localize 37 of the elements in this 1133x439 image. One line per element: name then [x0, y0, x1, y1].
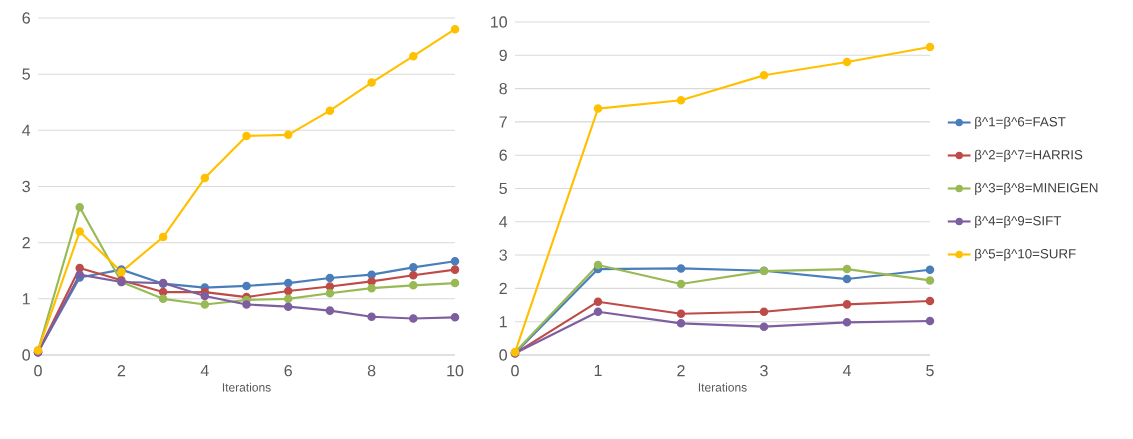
y-tick-label: 8 [499, 82, 507, 95]
legend-label: β^3=β^8=MINEIGEN [975, 182, 1098, 196]
x-tick-label: 4 [200, 365, 209, 377]
x-axis-title: Iterations [698, 382, 747, 392]
x-tick-label: 0 [34, 365, 42, 377]
x-tick-label: 4 [842, 365, 851, 377]
x-tick-label: 10 [447, 365, 464, 377]
y-tick-label: 4 [22, 124, 31, 136]
y-tick-label: 1 [22, 293, 30, 305]
x-tick-label: 0 [511, 365, 519, 377]
legend-label: β^1=β^6=FAST [975, 116, 1066, 130]
x-tick-label: 3 [760, 365, 768, 377]
y-tick-label: 2 [499, 282, 507, 294]
x-tick-label: 6 [284, 365, 292, 377]
y-tick-label: 9 [499, 49, 507, 61]
legend-label: β^5=β^10=SURF [975, 248, 1076, 262]
y-tick-label: 10 [491, 16, 508, 28]
y-tick-label: 2 [22, 237, 30, 249]
x-axis-title: Iterations [222, 382, 271, 392]
y-tick-label: 4 [499, 216, 508, 228]
y-tick-label: 1 [499, 316, 507, 328]
y-tick-label: 6 [499, 149, 507, 161]
y-tick-label: 0 [499, 349, 508, 361]
x-tick-label: 1 [594, 365, 602, 377]
x-tick-label: 8 [367, 365, 376, 377]
y-tick-label: 0 [22, 349, 31, 361]
legend-label: β^4=β^9=SIFT [975, 215, 1062, 229]
y-tick-label: 3 [22, 180, 30, 193]
x-tick-label: 2 [117, 365, 126, 377]
x-tick-label: 5 [926, 365, 934, 377]
y-tick-label: 5 [22, 68, 30, 80]
y-tick-label: 7 [499, 116, 507, 128]
legend-label: β^2=β^7=HARRIS [975, 149, 1083, 163]
y-tick-label: 5 [499, 182, 507, 195]
y-tick-label: 3 [499, 249, 507, 261]
y-tick-label: 6 [22, 12, 30, 24]
x-tick-label: 2 [677, 365, 685, 377]
